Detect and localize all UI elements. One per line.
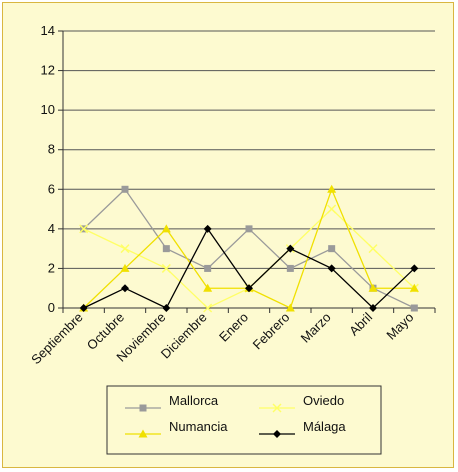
data-point xyxy=(368,244,378,254)
legend: Mallorca Oviedo Numancia Málaga xyxy=(106,385,382,455)
x-tick-label: Mayo xyxy=(383,310,416,343)
gridlines xyxy=(63,30,435,309)
data-point xyxy=(162,304,171,312)
data-point xyxy=(245,225,253,233)
data-point xyxy=(139,404,147,412)
data-point xyxy=(120,244,130,254)
legend-label: Mallorca xyxy=(169,393,219,408)
y-tick-label: 8 xyxy=(48,142,55,157)
series-lines xyxy=(79,184,419,313)
data-point xyxy=(203,303,213,313)
data-point-stroke xyxy=(203,303,213,313)
data-point xyxy=(328,245,336,253)
data-point xyxy=(79,224,89,234)
data-point xyxy=(327,204,337,214)
data-point xyxy=(162,245,170,253)
legend-label: Numancia xyxy=(169,419,228,434)
legend-box xyxy=(106,385,382,455)
legend-label: Oviedo xyxy=(303,393,344,408)
data-point xyxy=(285,303,295,312)
data-point xyxy=(368,283,378,292)
data-point xyxy=(409,283,419,292)
data-point-stroke xyxy=(79,224,89,234)
data-point xyxy=(327,264,336,273)
data-point xyxy=(203,283,213,292)
y-tick-label: 6 xyxy=(48,181,55,196)
data-point xyxy=(161,263,171,273)
y-tick-label: 0 xyxy=(48,300,55,315)
chart-frame: 0 2 4 6 8 10 12 14 Septiembre Octubre Noviembre Di… xyxy=(2,2,454,468)
data-point xyxy=(121,185,129,193)
data-point xyxy=(272,403,282,413)
data-point xyxy=(161,224,171,233)
y-axis: 0 2 4 6 8 10 12 14 xyxy=(41,23,64,315)
data-point xyxy=(273,430,281,438)
data-point-stroke xyxy=(272,403,282,413)
x-tick-label: Febrero xyxy=(250,310,293,353)
x-tick-label: Marzo xyxy=(298,310,334,346)
x-tick-label: Septiembre xyxy=(28,310,86,368)
line-chart: 0 2 4 6 8 10 12 14 SeptiembreOctubreNoviembreDi… xyxy=(28,23,436,455)
data-point xyxy=(120,263,130,272)
data-point-stroke xyxy=(327,204,337,214)
data-point xyxy=(204,264,212,272)
y-tick-label: 14 xyxy=(41,23,55,38)
data-point-stroke xyxy=(120,244,130,254)
data-point xyxy=(121,284,129,293)
data-point xyxy=(203,224,212,233)
data-point xyxy=(138,429,148,438)
y-tick-label: 10 xyxy=(41,102,55,117)
x-tick-label: Abril xyxy=(346,309,375,338)
x-tick-label: Enero xyxy=(216,310,251,345)
data-point xyxy=(286,264,294,272)
data-point xyxy=(327,184,337,193)
data-point xyxy=(410,264,419,273)
data-point xyxy=(410,304,418,312)
y-tick-label: 2 xyxy=(48,260,55,275)
data-point xyxy=(286,244,295,253)
data-point-stroke xyxy=(368,244,378,254)
series-line xyxy=(83,208,415,309)
data-point xyxy=(245,284,253,293)
y-tick-label: 12 xyxy=(41,63,55,78)
data-point xyxy=(79,304,88,312)
data-point-stroke xyxy=(161,263,171,273)
y-tick-label: 4 xyxy=(48,221,55,236)
data-point xyxy=(369,304,377,312)
legend-label: Málaga xyxy=(303,419,346,434)
